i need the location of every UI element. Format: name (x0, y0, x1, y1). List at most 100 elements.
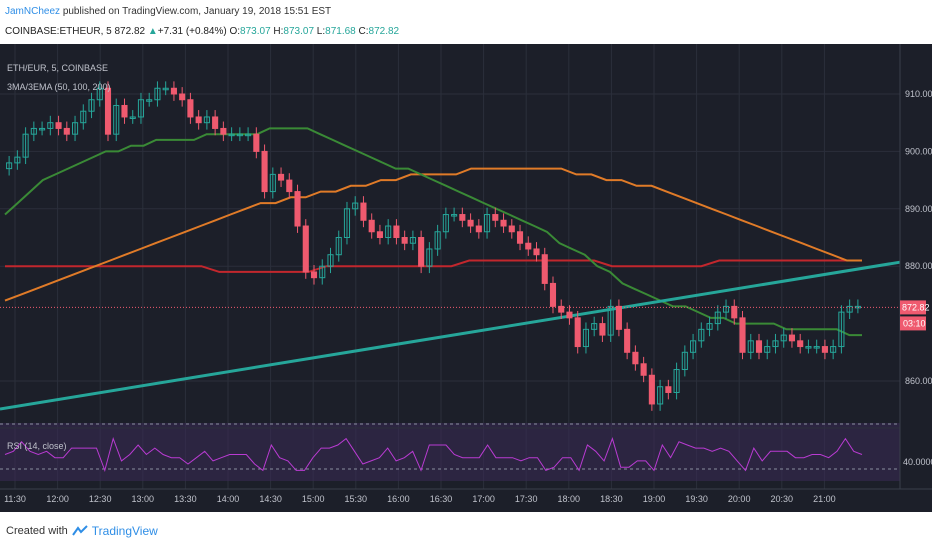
candle-up (813, 346, 820, 349)
candle-up (327, 254, 334, 267)
x-tick-label: 12:00 (46, 494, 69, 504)
candle-up (830, 346, 837, 353)
candle-up (385, 225, 392, 239)
x-tick-label: 16:30 (430, 494, 453, 504)
candle-up (203, 116, 210, 124)
candle-down (294, 191, 301, 227)
candle-down (212, 116, 219, 129)
x-tick-label: 13:30 (174, 494, 197, 504)
candle-down (393, 225, 400, 239)
price-axis[interactable]: 910.00 900.00 890.00 880.00 860.00 40.0000 (903, 89, 932, 467)
candle-down (55, 122, 62, 129)
candle-down (368, 219, 375, 233)
rsi-label: RSI (14, close) (7, 441, 67, 451)
ma100-line (4, 167, 862, 302)
candle-down (755, 340, 763, 353)
candle-up (154, 87, 161, 101)
candle-down (788, 334, 796, 342)
candle-up (426, 248, 433, 267)
candle-down (566, 311, 573, 319)
candle-up (451, 214, 458, 217)
candle-down (418, 237, 425, 267)
candle-up (657, 386, 664, 405)
candle-down (615, 305, 622, 330)
candle-up (319, 265, 326, 279)
up-arrow-icon: ▲ (147, 26, 158, 37)
candle-up (764, 346, 771, 353)
candle-down (261, 150, 268, 193)
candle-up (673, 369, 680, 393)
candle-up (706, 323, 713, 330)
x-tick-label: 13:00 (132, 494, 155, 504)
x-tick-label: 21:00 (813, 494, 836, 504)
price-chart[interactable]: 910.00 900.00 890.00 880.00 860.00 40.0000 11… (0, 44, 932, 512)
tradingview-brand[interactable]: TradingView (91, 524, 158, 538)
x-tick-label: 15:30 (345, 494, 368, 504)
candle-down (821, 346, 828, 353)
candle-down (253, 133, 260, 152)
price-change: +7.31 (+0.84%) (157, 26, 227, 37)
candle-down (640, 363, 647, 376)
candle-down (63, 127, 70, 135)
candle-down (624, 328, 631, 353)
x-tick-label: 17:00 (472, 494, 495, 504)
candle-up (228, 133, 235, 137)
candle-down (516, 231, 524, 244)
candle-down (648, 374, 655, 405)
candle-down (665, 386, 672, 393)
candle-up (47, 122, 54, 129)
candle-up (722, 305, 730, 313)
candle-up (772, 340, 779, 348)
candle-up (607, 305, 614, 336)
trendline (0, 260, 901, 411)
candle-up (14, 156, 21, 164)
candles (6, 81, 861, 411)
rsi-band (0, 423, 900, 481)
x-tick-label: 20:00 (728, 494, 751, 504)
candle-down (599, 323, 606, 336)
candle-up (442, 214, 449, 233)
x-tick-label: 17:30 (515, 494, 538, 504)
candle-down (574, 317, 581, 348)
rsi-tick-label: 40.0000 (903, 457, 932, 467)
ohlc-line: COINBASE:ETHEUR, 5 872.82 ▲+7.31 (+0.84%… (5, 26, 399, 37)
candle-up (80, 110, 87, 124)
candle-up (162, 87, 169, 91)
candle-up (236, 133, 243, 137)
x-tick-label: 18:00 (558, 494, 581, 504)
y-tick-label: 900.00 (905, 146, 932, 156)
rsi-polyline (4, 436, 863, 473)
candle-up (681, 351, 688, 371)
candle-up (714, 311, 721, 325)
y-tick-label: 880.00 (905, 261, 932, 271)
time-axis[interactable]: 11:30 12:00 12:30 13:00 13:30 14:00 14:30 15:00… (4, 494, 836, 504)
close-label: C: (358, 26, 369, 37)
author-link[interactable]: JamNCheez (5, 6, 61, 17)
candle-up (335, 237, 342, 256)
open-value: 873.07 (240, 26, 271, 37)
candle-down (170, 87, 177, 95)
open-label: O: (229, 26, 241, 37)
candle-up (698, 328, 705, 342)
high-value: 873.07 (283, 26, 315, 37)
candle-up (6, 162, 13, 170)
y-tick-label: 890.00 (905, 204, 932, 214)
candle-down (492, 214, 499, 221)
symbol-text: COINBASE:ETHEUR, 5 (5, 26, 112, 37)
candle-down (467, 219, 474, 227)
x-tick-label: 19:30 (685, 494, 708, 504)
candle-down (541, 254, 548, 284)
candle-up (71, 122, 79, 135)
candle-up (582, 328, 590, 348)
candle-up (409, 237, 416, 244)
ma50-line (4, 127, 862, 337)
candle-down (401, 237, 408, 244)
candle-down (549, 282, 557, 307)
countdown-tag-text: 03:10 (903, 318, 926, 328)
candle-up (846, 305, 853, 313)
candle-up (484, 214, 491, 233)
x-tick-label: 15:00 (302, 494, 325, 504)
candle-down (475, 225, 482, 233)
tradingview-logo-icon (71, 525, 88, 536)
candle-down (459, 214, 466, 221)
